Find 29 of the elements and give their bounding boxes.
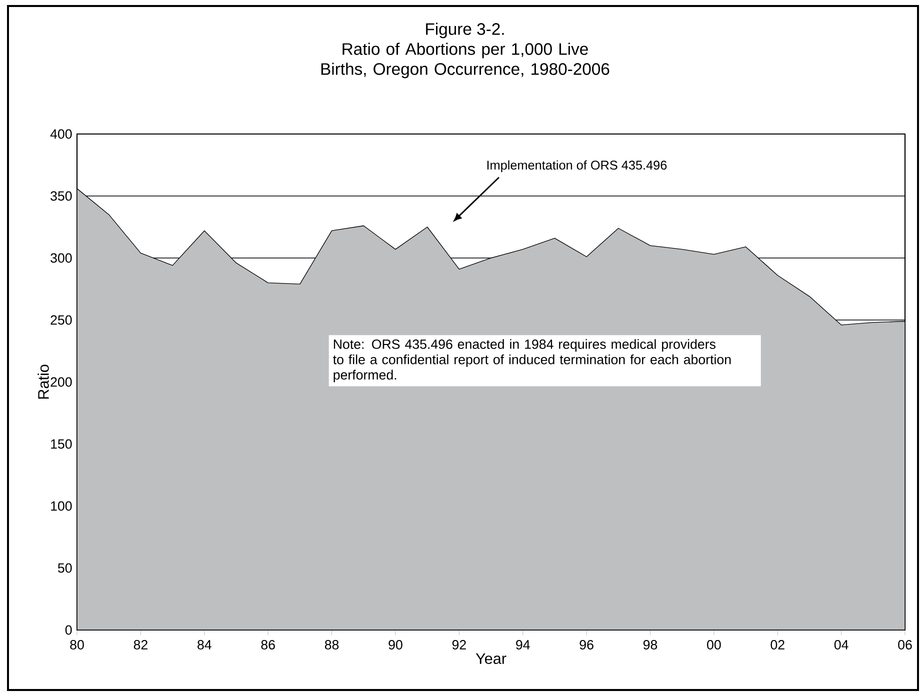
y-tick-label: 400 [50,129,72,139]
x-tick-label: 90 [388,640,402,650]
chart-subtitle: Ratio of Abortions per 1,000 Live Births, Oregon Occurrence, 1980-2006 [321,42,610,78]
y-tick-label: 50 [58,563,72,573]
y-tick-label: 100 [51,501,72,511]
x-tick-label: 96 [580,640,594,650]
y-tick-label: 250 [50,315,72,325]
x-tick-label: 94 [516,640,530,650]
x-tick-label: 04 [834,640,848,650]
x-axis-title: Year [476,653,506,664]
x-tick-label: 00 [707,640,721,650]
y-tick-label: 350 [50,191,72,201]
x-tick-label: 84 [198,640,212,650]
x-tick-label: 92 [452,640,466,650]
x-tick-label: 88 [324,640,339,650]
y-tick-label: 300 [50,253,72,263]
x-tick-label: 82 [134,640,148,650]
y-axis-title: Ratio [38,364,49,399]
x-tick-label: 02 [770,640,784,650]
chart-title: Figure 3-2. [426,22,504,38]
annotation: Implementation of ORS 435.496 [487,160,667,172]
x-tick-label: 06 [898,640,912,650]
x-tick-label: 80 [70,640,84,650]
y-tick-label: 0 [65,625,72,635]
y-tick-label: 150 [51,439,72,449]
x-tick-label: 98 [643,640,658,650]
x-tick-label: 86 [261,640,275,650]
annotation: Note: ORS 435.496 enacted in 1984 requires medical providers to file a confidential report of induced termination for each abortion performed. [333,339,731,382]
y-tick-label: 200 [50,377,72,387]
